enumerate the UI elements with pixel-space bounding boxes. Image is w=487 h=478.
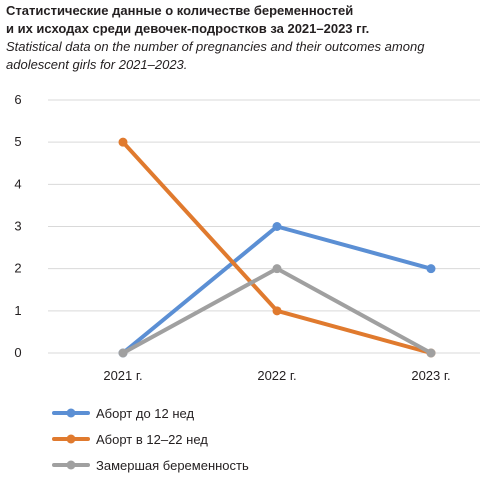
y-tick-label: 2 [14, 261, 21, 276]
series-line [121, 224, 433, 355]
series-line [121, 140, 433, 355]
x-tick-label: 2021 г. [103, 368, 142, 383]
x-tick-label: 2022 г. [257, 368, 296, 383]
legend-label: Аборт до 12 нед [96, 405, 195, 421]
data-point [272, 222, 282, 231]
y-tick-label: 4 [14, 176, 21, 191]
data-point [426, 264, 436, 274]
y-tick-label: 3 [14, 219, 21, 234]
chart-title-en-line1: Statistical data on the number of pregna… [6, 39, 425, 54]
legend-swatch [52, 407, 90, 419]
legend-swatch [52, 433, 90, 445]
data-point [272, 306, 282, 316]
chart-title-block: Статистические данные о количестве берем… [6, 2, 484, 74]
legend-item: Аборт в 12–22 нед [52, 426, 249, 452]
line-chart: 0 1 2 3 4 5 6 2021 г. 2022 г. 2023 г. [14, 92, 480, 383]
chart-legend: Аборт до 12 нед Аборт в 12–22 нед Замершая… [52, 400, 249, 478]
y-tick-label: 6 [14, 92, 21, 107]
y-tick-label: 0 [14, 345, 21, 360]
legend-swatch [52, 459, 90, 471]
data-point [118, 348, 128, 358]
legend-label: Аборт в 12–22 нед [96, 431, 208, 447]
chart-title-ru-line1: Статистические данные о количестве берем… [6, 3, 354, 18]
y-tick-label: 1 [14, 303, 21, 318]
legend-label: Замершая беременность [96, 457, 249, 473]
data-point [426, 348, 436, 358]
data-point [118, 137, 128, 147]
chart-title-ru-line2: и их исходах среди девочек-подростков за… [6, 21, 370, 36]
legend-item: Замершая беременность [52, 452, 249, 478]
y-tick-label: 5 [14, 134, 21, 149]
legend-item: Аборт до 12 нед [52, 400, 249, 426]
chart-title-en-line2: adolescent girls for 2021–2023. [6, 57, 188, 72]
data-point [272, 264, 282, 274]
x-tick-label: 2023 г. [411, 368, 450, 383]
